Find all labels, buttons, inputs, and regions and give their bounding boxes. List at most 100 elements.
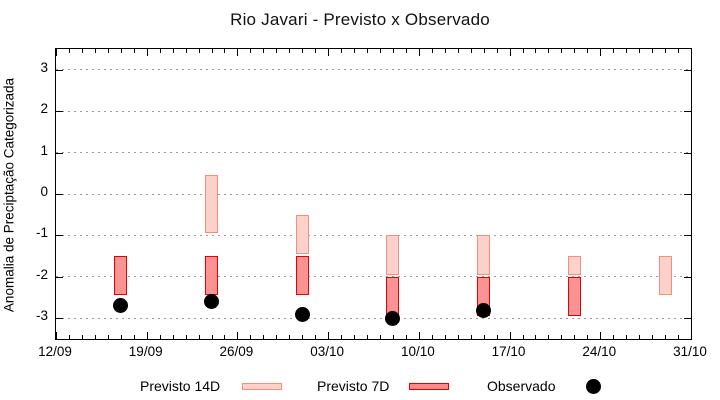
x-minor-tick (211, 335, 213, 339)
x-minor-tick (172, 49, 174, 53)
legend-label-forecast14: Previsto 14D (140, 378, 221, 394)
x-minor-tick (107, 49, 109, 53)
y-tick (56, 276, 63, 278)
x-tick-label: 10/10 (400, 344, 435, 359)
legend-label-observed: Observado (487, 378, 556, 394)
x-minor-tick (94, 49, 96, 53)
x-minor-tick (483, 335, 485, 339)
x-minor-tick (548, 335, 550, 339)
x-minor-tick (535, 49, 537, 53)
x-major-tick (56, 49, 57, 56)
x-minor-tick (198, 335, 200, 339)
y-tick (56, 318, 63, 320)
y-tick (56, 194, 63, 195)
legend-observed-dot-icon (586, 379, 601, 394)
x-minor-tick (652, 335, 654, 339)
forecast-7d-bar (114, 256, 128, 296)
x-minor-tick (678, 49, 680, 53)
x-minor-tick (522, 49, 524, 53)
x-major-tick (237, 332, 239, 339)
x-minor-tick (392, 335, 394, 339)
y-tick (684, 111, 691, 113)
forecast-14d-bar (567, 256, 581, 275)
forecast-7d-bar (567, 276, 581, 317)
x-minor-tick (120, 49, 122, 53)
x-minor-tick (289, 49, 291, 53)
x-minor-tick (652, 49, 654, 53)
x-minor-tick (250, 49, 252, 53)
y-tick (684, 276, 691, 278)
x-major-tick (600, 49, 602, 56)
x-minor-tick (211, 49, 213, 53)
observed-point (113, 298, 129, 314)
x-minor-tick (341, 49, 343, 53)
x-minor-tick (185, 49, 187, 53)
x-minor-tick (379, 335, 381, 339)
x-minor-tick (561, 335, 563, 339)
gridline (56, 193, 691, 196)
legend-label-forecast7: Previsto 7D (317, 378, 390, 394)
x-minor-tick (548, 49, 550, 53)
x-major-tick (691, 332, 692, 339)
x-major-tick (146, 49, 148, 56)
x-minor-tick (159, 49, 161, 53)
x-minor-tick (470, 335, 472, 339)
x-minor-tick (496, 335, 498, 339)
x-minor-tick (224, 335, 226, 339)
x-minor-tick (133, 335, 135, 339)
x-minor-tick (302, 49, 304, 53)
observed-point (476, 302, 492, 318)
x-minor-tick (354, 335, 356, 339)
gridline (56, 234, 691, 237)
x-major-tick (691, 49, 692, 56)
x-minor-tick (263, 335, 265, 339)
y-tick (56, 111, 63, 113)
x-minor-tick (483, 49, 485, 53)
x-minor-tick (367, 49, 369, 53)
chart-title: Rio Javari - Previsto x Observado (230, 10, 490, 29)
y-tick (684, 152, 691, 154)
x-minor-tick (444, 49, 446, 53)
y-tick-label: 3 (40, 59, 48, 75)
x-minor-tick (405, 49, 407, 53)
x-minor-tick (457, 335, 459, 339)
x-major-tick (146, 332, 148, 339)
x-minor-tick (172, 335, 174, 339)
x-minor-tick (198, 49, 200, 53)
y-tick-label: -2 (35, 266, 48, 282)
x-minor-tick (81, 49, 83, 53)
forecast-7d-bar (295, 256, 309, 296)
x-tick-label: 03/10 (310, 344, 345, 359)
x-major-tick (328, 332, 330, 339)
x-tick-label: 12/09 (38, 344, 72, 359)
x-major-tick (418, 49, 420, 56)
x-minor-tick (678, 335, 680, 339)
x-minor-tick (587, 49, 589, 53)
x-tick-label: 26/09 (219, 344, 254, 359)
y-tick (684, 69, 691, 71)
x-minor-tick (587, 335, 589, 339)
gridline (56, 152, 691, 155)
x-minor-tick (613, 335, 615, 339)
x-major-tick (509, 332, 511, 339)
x-minor-tick (107, 335, 109, 339)
x-minor-tick (315, 335, 317, 339)
x-minor-tick (392, 49, 394, 53)
x-minor-tick (665, 335, 667, 339)
forecast-14d-bar (295, 214, 309, 255)
x-minor-tick (639, 49, 641, 53)
x-minor-tick (289, 335, 291, 339)
x-minor-tick (263, 49, 265, 53)
plot-area (55, 48, 692, 340)
x-minor-tick (302, 335, 304, 339)
observed-point (385, 310, 401, 326)
x-minor-tick (159, 335, 161, 339)
x-tick-label: 17/10 (491, 344, 526, 359)
x-minor-tick (224, 49, 226, 53)
x-minor-tick (341, 335, 343, 339)
x-minor-tick (561, 49, 563, 53)
y-tick-label: 0 (40, 184, 48, 199)
y-tick (56, 152, 63, 154)
x-minor-tick (68, 49, 70, 53)
y-tick (684, 318, 691, 320)
